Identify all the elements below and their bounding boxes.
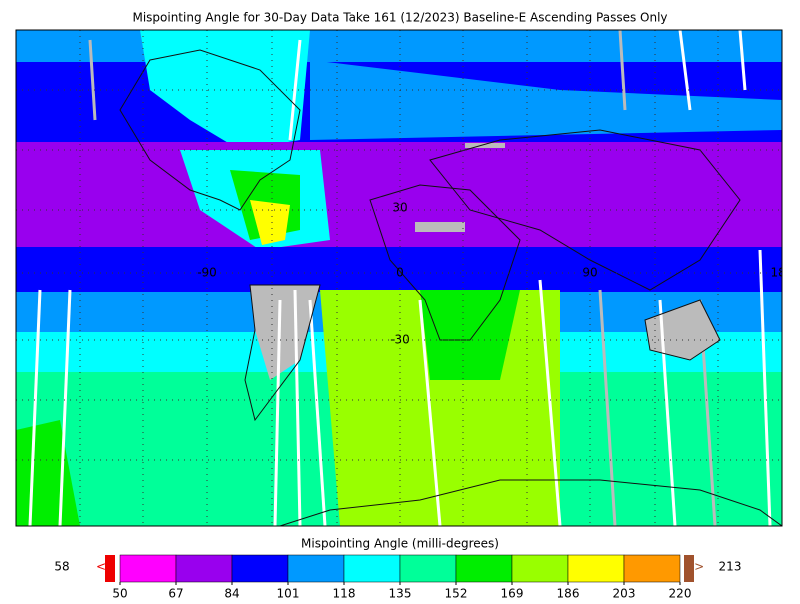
colorbar-bin: [287, 554, 345, 583]
colorbar: 50 67 84 101 118 135 152 169 186 203 220: [105, 554, 694, 601]
colorbar-title: Mispointing Angle (milli-degrees): [301, 537, 499, 551]
over-swatch: [684, 555, 694, 582]
colorbar-bin: [175, 554, 233, 583]
lon-label: 0: [396, 266, 404, 280]
colorbar-tick-label: 169: [501, 587, 524, 601]
coastlines: [119, 49, 782, 526]
colorbar-tick-label: 50: [112, 587, 127, 601]
colorbar-tick-label: 152: [445, 587, 468, 601]
band: [16, 247, 782, 292]
colorbar-bin: [399, 554, 457, 583]
colorbar-bin: [567, 554, 625, 583]
colorbar-bin: [119, 554, 177, 583]
lat-label: 30: [392, 201, 407, 215]
colorbar-tick-label: 67: [168, 587, 183, 601]
colorbar-tick-label: 135: [389, 587, 412, 601]
colorbar-bin: [623, 554, 681, 583]
lon-label: -90: [197, 266, 217, 280]
land-mask: [465, 143, 505, 148]
colorbar-bin: [455, 554, 513, 583]
max-label: 213: [719, 560, 742, 574]
land-mask: [250, 285, 320, 380]
map: 30 -30 -90 0 90 180: [15, 29, 794, 527]
colorbar-tick-label: 203: [613, 587, 636, 601]
band: [420, 290, 520, 380]
colorbar-bin: [231, 554, 289, 583]
colorbar-tick-label: 84: [224, 587, 239, 601]
band: [250, 200, 290, 245]
colorbar-tick-label: 118: [333, 587, 356, 601]
band: [310, 60, 782, 140]
band: [140, 30, 310, 150]
colorbar-tick-label: 101: [277, 587, 300, 601]
under-swatch: [105, 555, 115, 582]
lon-label: 180: [771, 266, 794, 280]
lon-label: 90: [582, 266, 597, 280]
colorbar-tick-label: 220: [669, 587, 692, 601]
colorbar-tick-label: 186: [557, 587, 580, 601]
map-frame: [15, 29, 783, 527]
min-label: 58: [54, 560, 69, 574]
band: [16, 142, 782, 247]
under-arrow: <: [96, 560, 106, 574]
colorbar-bin: [511, 554, 569, 583]
land-mask: [415, 222, 465, 232]
orbit-gaps: [28, 30, 772, 526]
map-title: Mispointing Angle for 30-Day Data Take 1…: [132, 11, 667, 25]
lat-label: -30: [390, 333, 410, 347]
colorbar-bin: [343, 554, 401, 583]
